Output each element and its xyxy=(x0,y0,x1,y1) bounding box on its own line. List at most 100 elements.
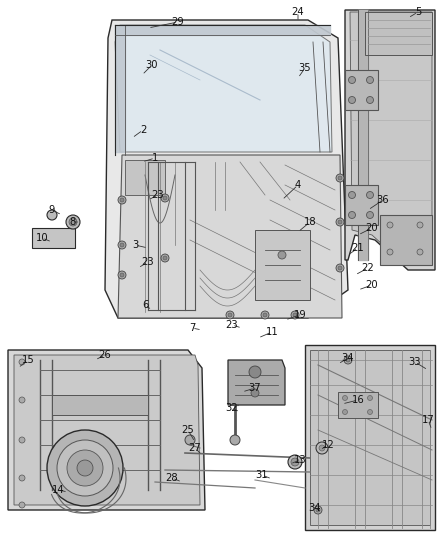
Circle shape xyxy=(19,359,25,365)
Polygon shape xyxy=(105,20,348,318)
Polygon shape xyxy=(345,185,378,225)
Text: 11: 11 xyxy=(265,327,279,337)
Circle shape xyxy=(338,220,342,224)
Polygon shape xyxy=(115,25,332,152)
Text: 8: 8 xyxy=(69,217,75,227)
Text: 12: 12 xyxy=(321,440,334,450)
Circle shape xyxy=(367,191,374,198)
Text: 17: 17 xyxy=(422,415,434,425)
Text: 35: 35 xyxy=(299,63,311,73)
Text: 4: 4 xyxy=(295,180,301,190)
Polygon shape xyxy=(125,160,165,195)
Text: 23: 23 xyxy=(152,190,164,200)
Text: 31: 31 xyxy=(256,470,268,480)
Text: 13: 13 xyxy=(294,455,306,465)
Circle shape xyxy=(19,437,25,443)
Circle shape xyxy=(249,366,261,378)
Text: 21: 21 xyxy=(352,243,364,253)
Text: 15: 15 xyxy=(21,355,34,365)
Circle shape xyxy=(120,198,124,202)
Circle shape xyxy=(226,311,234,319)
Circle shape xyxy=(343,395,347,400)
Polygon shape xyxy=(32,228,75,248)
Circle shape xyxy=(278,251,286,259)
Circle shape xyxy=(367,96,374,103)
Text: 18: 18 xyxy=(304,217,316,227)
Polygon shape xyxy=(52,395,148,415)
Polygon shape xyxy=(255,230,310,300)
Circle shape xyxy=(163,256,167,260)
Circle shape xyxy=(69,218,77,226)
Circle shape xyxy=(161,254,169,262)
Circle shape xyxy=(118,196,126,204)
Polygon shape xyxy=(118,155,342,318)
Text: 37: 37 xyxy=(249,383,261,393)
Text: 32: 32 xyxy=(226,403,238,413)
Circle shape xyxy=(314,506,322,514)
Circle shape xyxy=(367,395,372,400)
Text: 19: 19 xyxy=(293,310,306,320)
Polygon shape xyxy=(8,350,205,510)
Circle shape xyxy=(251,389,259,397)
Circle shape xyxy=(367,212,374,219)
Circle shape xyxy=(57,440,113,496)
Circle shape xyxy=(120,273,124,277)
Circle shape xyxy=(19,397,25,403)
Circle shape xyxy=(118,271,126,279)
Circle shape xyxy=(261,311,269,319)
Circle shape xyxy=(349,212,356,219)
Text: 5: 5 xyxy=(415,7,421,17)
Polygon shape xyxy=(380,215,432,265)
Text: 33: 33 xyxy=(409,357,421,367)
Circle shape xyxy=(387,249,393,255)
Circle shape xyxy=(336,264,344,272)
Text: 23: 23 xyxy=(141,257,154,267)
Text: 25: 25 xyxy=(182,425,194,435)
Circle shape xyxy=(19,502,25,508)
Circle shape xyxy=(47,210,57,220)
Polygon shape xyxy=(345,10,435,270)
Text: 23: 23 xyxy=(226,320,238,330)
Circle shape xyxy=(66,215,80,229)
Circle shape xyxy=(118,241,126,249)
Polygon shape xyxy=(350,12,432,265)
Circle shape xyxy=(367,409,372,415)
Polygon shape xyxy=(365,12,432,55)
Text: 27: 27 xyxy=(189,443,201,453)
Circle shape xyxy=(263,313,267,317)
Circle shape xyxy=(417,222,423,228)
Polygon shape xyxy=(338,392,378,418)
Circle shape xyxy=(417,249,423,255)
Polygon shape xyxy=(310,350,430,525)
Text: 16: 16 xyxy=(352,395,364,405)
Circle shape xyxy=(367,77,374,84)
Circle shape xyxy=(163,196,167,200)
Circle shape xyxy=(161,194,169,202)
Circle shape xyxy=(291,311,299,319)
Circle shape xyxy=(228,313,232,317)
Polygon shape xyxy=(305,345,435,530)
Text: 20: 20 xyxy=(366,223,378,233)
Text: 10: 10 xyxy=(35,233,48,243)
Text: 34: 34 xyxy=(309,503,321,513)
Text: 24: 24 xyxy=(292,7,304,17)
Text: 6: 6 xyxy=(142,300,148,310)
Circle shape xyxy=(344,356,352,364)
Text: 30: 30 xyxy=(146,60,158,70)
Text: 26: 26 xyxy=(99,350,111,360)
Circle shape xyxy=(387,222,393,228)
Text: 9: 9 xyxy=(49,205,55,215)
Circle shape xyxy=(338,266,342,270)
Circle shape xyxy=(336,218,344,226)
Polygon shape xyxy=(14,355,200,505)
Circle shape xyxy=(349,191,356,198)
Text: 22: 22 xyxy=(362,263,374,273)
Text: 14: 14 xyxy=(52,485,64,495)
Text: 3: 3 xyxy=(132,240,138,250)
Text: 20: 20 xyxy=(366,280,378,290)
Circle shape xyxy=(316,442,328,454)
Text: 36: 36 xyxy=(377,195,389,205)
Text: 1: 1 xyxy=(152,153,158,163)
Circle shape xyxy=(77,460,93,476)
Circle shape xyxy=(349,96,356,103)
